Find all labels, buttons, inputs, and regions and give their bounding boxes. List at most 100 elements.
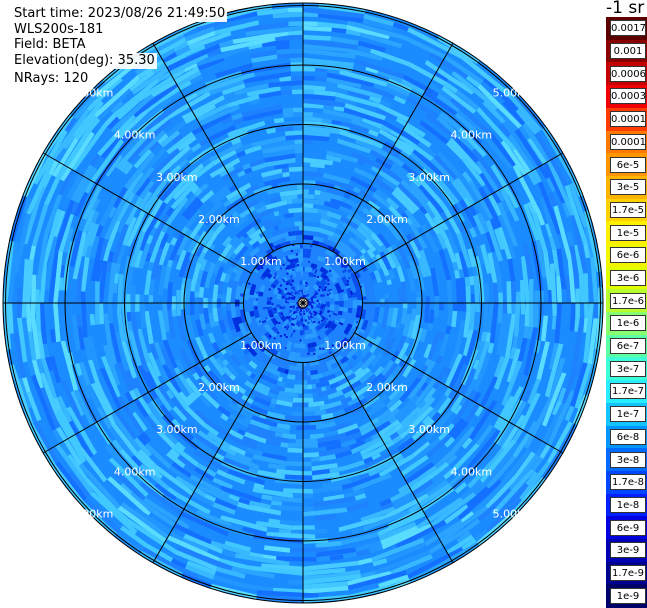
radar-cell <box>424 476 446 494</box>
radar-cell <box>147 115 170 135</box>
radar-cell <box>134 249 143 268</box>
radar-cell <box>303 189 309 195</box>
radar-cell <box>96 87 132 121</box>
radar-cell <box>248 360 258 370</box>
radar-cell <box>288 351 298 358</box>
radar-cell <box>221 549 236 558</box>
radar-cell <box>44 177 60 206</box>
radar-cell <box>524 397 554 450</box>
radar-cell <box>476 107 517 151</box>
radar-cell <box>312 268 315 271</box>
radar-cell <box>416 296 421 316</box>
radar-cell <box>542 372 567 427</box>
colorbar-tick-label: 1e-7 <box>610 406 646 423</box>
radar-cell <box>323 336 330 343</box>
radar-cell <box>284 326 287 329</box>
radar-cell <box>257 295 263 303</box>
radar-cell <box>292 198 303 204</box>
radar-cell <box>166 486 180 498</box>
radar-cell <box>343 323 353 336</box>
field-label: Field: BETA <box>12 37 88 53</box>
radar-cell <box>274 315 282 323</box>
radar-cell <box>486 497 523 533</box>
radar-cell <box>321 319 324 322</box>
radar-cell <box>22 197 32 214</box>
radar-cell <box>370 310 376 315</box>
radar-cell <box>346 213 362 226</box>
radar-cell <box>476 126 513 170</box>
radar-cell <box>450 425 476 455</box>
radar-cell <box>245 412 254 420</box>
radar-cell <box>313 320 316 323</box>
radar-cell <box>157 133 169 145</box>
radar-cell <box>290 62 303 67</box>
radar-cell <box>279 279 285 285</box>
radar-cell <box>299 289 302 292</box>
radar-cell <box>314 336 320 342</box>
radar-cell <box>279 520 303 526</box>
radar-cell <box>557 387 567 403</box>
radar-cell <box>295 315 301 321</box>
radar-cell <box>90 210 100 224</box>
radar-cell <box>312 387 322 394</box>
radar-cell <box>288 311 293 315</box>
radar-cell <box>319 223 337 233</box>
radar-cell <box>58 410 82 450</box>
radar-cell <box>287 326 292 333</box>
radar-cell <box>307 298 312 302</box>
radar-cell <box>381 523 433 550</box>
radar-cell <box>335 267 345 279</box>
radar-cell <box>564 405 575 422</box>
radar-cell <box>182 193 197 209</box>
radar-cell <box>318 289 321 292</box>
radar-cell <box>303 581 348 590</box>
radar-cell <box>79 361 91 387</box>
radar-cell <box>498 214 517 259</box>
radar-cell <box>172 178 194 200</box>
radar-cell <box>323 200 341 210</box>
radar-cell <box>75 267 83 303</box>
radar-cell <box>158 232 170 250</box>
radar-cell <box>211 382 234 403</box>
radar-cell <box>355 548 371 557</box>
radar-cell <box>285 255 289 261</box>
radar-cell <box>78 446 108 483</box>
radar-cell <box>490 164 514 198</box>
radar-cell <box>226 11 258 22</box>
radar-cell <box>192 372 200 381</box>
radar-cell <box>303 116 323 123</box>
radar-cell <box>127 330 142 367</box>
radar-cell <box>200 190 215 204</box>
radar-cell <box>303 262 306 267</box>
radar-cell <box>284 354 289 361</box>
radar-cell <box>397 287 403 303</box>
radar-cell <box>371 256 382 270</box>
radar-cell <box>314 190 321 196</box>
radar-cell <box>340 348 352 359</box>
radar-cell <box>338 306 344 312</box>
radar-cell <box>36 358 44 374</box>
radar-cell <box>265 439 281 447</box>
radar-cell <box>170 237 178 246</box>
radar-cell <box>230 380 238 388</box>
radar-cell <box>315 259 326 268</box>
radar-cell <box>301 284 303 290</box>
radar-cell <box>317 439 341 448</box>
radar-cell <box>206 431 231 449</box>
radar-cell <box>444 353 463 388</box>
radar-cell <box>421 167 445 192</box>
radar-cell <box>177 135 197 152</box>
radar-cell <box>465 285 471 312</box>
radar-cell <box>296 322 299 325</box>
radar-cell <box>219 485 262 504</box>
radar-cell <box>570 362 588 408</box>
radar-cell <box>230 523 243 532</box>
radar-cell <box>183 533 223 554</box>
radar-cell <box>193 409 209 424</box>
colorbar-tick-label: 6e-7 <box>610 338 646 354</box>
radar-cell <box>218 320 227 334</box>
radar-cell <box>55 128 92 180</box>
radar-cell <box>402 303 408 309</box>
radar-cell <box>366 401 386 418</box>
radar-cell <box>303 343 306 349</box>
